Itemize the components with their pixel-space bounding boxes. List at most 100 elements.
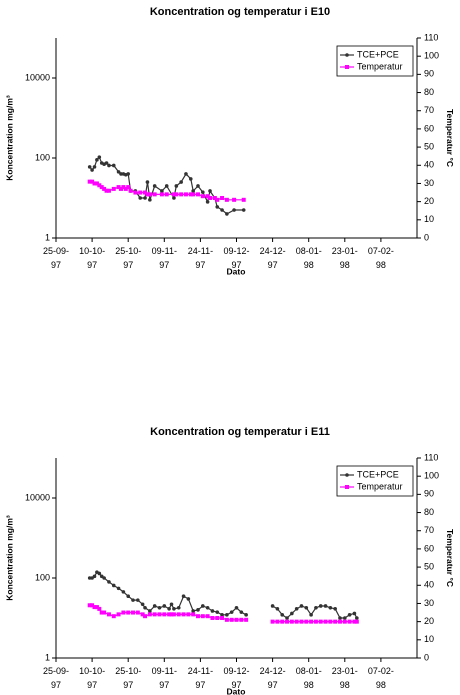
marker — [126, 185, 131, 190]
marker — [205, 605, 210, 610]
legend-label: Temperatur — [357, 61, 403, 71]
marker — [225, 613, 229, 617]
marker — [107, 163, 111, 168]
marker — [318, 604, 323, 608]
chart-title: Koncentration og temperatur i E10 — [150, 6, 330, 18]
marker — [176, 605, 181, 610]
y2-tick-label: 0 — [424, 232, 429, 242]
marker — [90, 603, 95, 608]
marker — [304, 605, 309, 610]
marker — [347, 619, 352, 624]
marker — [157, 612, 162, 617]
marker — [304, 619, 309, 624]
y-tick-label: 1 — [45, 232, 50, 242]
marker — [157, 605, 162, 610]
marker — [186, 612, 191, 617]
marker — [215, 205, 220, 209]
x-tick-label: 09-12-97 — [223, 246, 249, 270]
y2-tick-label: 60 — [424, 543, 434, 553]
marker — [234, 605, 239, 610]
y2-tick-label: 50 — [424, 561, 434, 571]
marker — [97, 183, 102, 188]
x-tick-label: 10-10-97 — [79, 246, 105, 270]
y2-tick-label: 30 — [424, 598, 434, 608]
marker — [215, 197, 220, 202]
marker — [106, 188, 111, 193]
marker — [210, 616, 215, 620]
marker — [179, 192, 184, 197]
marker — [196, 184, 200, 188]
marker — [270, 619, 275, 624]
marker — [314, 605, 318, 610]
marker — [152, 604, 157, 608]
marker — [205, 200, 210, 204]
marker — [169, 612, 174, 617]
marker — [333, 606, 337, 611]
y2-tick-label: 90 — [424, 69, 434, 79]
marker — [128, 188, 133, 193]
marker — [338, 616, 342, 620]
y2-axis-label: Temperatur °C — [445, 529, 455, 587]
marker — [145, 192, 150, 197]
marker — [97, 155, 102, 159]
marker — [174, 192, 179, 197]
y2-tick-label: 70 — [424, 105, 434, 115]
marker — [90, 168, 94, 172]
x-tick-label: 07-02-98 — [368, 246, 394, 270]
marker — [143, 614, 148, 619]
marker — [208, 196, 213, 200]
marker — [309, 613, 313, 617]
y2-tick-label: 10 — [424, 214, 434, 224]
marker — [94, 605, 99, 610]
marker — [323, 619, 328, 624]
marker — [167, 612, 172, 617]
marker — [147, 612, 152, 617]
marker — [102, 576, 106, 580]
marker — [140, 602, 145, 607]
marker — [229, 617, 234, 622]
marker — [309, 619, 314, 624]
legend-label: TCE+PCE — [357, 49, 399, 59]
marker — [152, 184, 157, 188]
marker — [111, 186, 116, 191]
marker — [145, 180, 150, 184]
marker — [275, 606, 280, 611]
marker — [116, 612, 121, 617]
y2-axis-label: Temperatur °C — [445, 109, 455, 167]
marker — [225, 212, 229, 216]
marker — [229, 610, 234, 614]
marker — [102, 610, 107, 615]
marker — [135, 610, 140, 615]
marker — [92, 574, 97, 579]
marker — [224, 617, 229, 622]
marker — [290, 611, 294, 616]
y-tick-label: 10000 — [25, 492, 50, 502]
marker — [354, 619, 359, 624]
marker — [148, 198, 152, 202]
marker — [234, 617, 239, 622]
marker — [171, 192, 176, 197]
y-tick-label: 100 — [35, 152, 50, 162]
marker — [104, 188, 109, 193]
marker — [133, 190, 138, 195]
marker — [159, 192, 164, 197]
marker — [195, 614, 200, 619]
marker — [104, 161, 109, 165]
x-tick-label: 25-09-97 — [43, 666, 69, 690]
y2-tick-label: 80 — [424, 87, 434, 97]
legend-marker — [345, 473, 349, 477]
marker — [140, 612, 145, 617]
marker — [186, 597, 191, 601]
y2-tick-label: 100 — [424, 471, 439, 481]
legend-box — [336, 45, 414, 77]
marker — [188, 192, 193, 197]
marker — [167, 606, 171, 611]
marker — [220, 616, 225, 620]
marker — [87, 179, 92, 184]
marker — [92, 181, 97, 186]
marker — [352, 619, 357, 624]
marker — [176, 612, 181, 617]
marker — [121, 185, 126, 190]
marker — [188, 177, 193, 181]
